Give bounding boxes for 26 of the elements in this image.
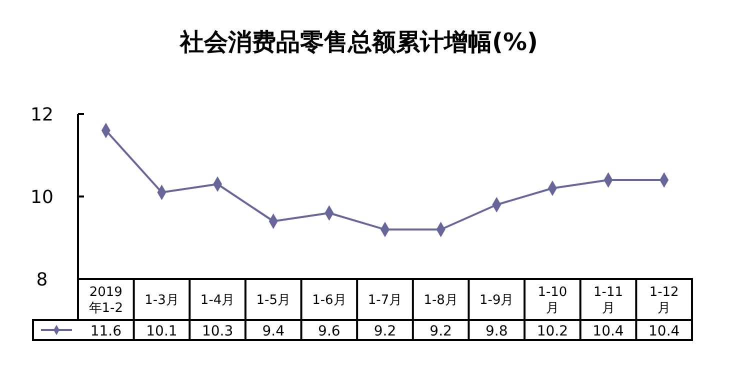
data-label: 9.4 bbox=[262, 323, 285, 340]
y-tick-label: 12 bbox=[30, 104, 54, 126]
x-tick-label: 1-10月 bbox=[538, 285, 568, 316]
y-tick-label: 8 bbox=[36, 269, 48, 290]
x-tick-label: 1-6月 bbox=[312, 293, 346, 308]
x-tick-label: 1-4月 bbox=[200, 293, 235, 308]
data-label: 10.2 bbox=[536, 323, 568, 340]
x-tick-label: 1-8月 bbox=[424, 293, 458, 308]
data-label: 9.6 bbox=[318, 323, 340, 340]
data-label: 10.4 bbox=[592, 323, 624, 340]
data-label: 9.8 bbox=[486, 323, 508, 340]
chart-title: 社会消费品零售总额累计增幅(%) bbox=[179, 28, 538, 56]
x-tick-label: 1-12月 bbox=[649, 285, 679, 316]
data-label: 9.2 bbox=[374, 323, 396, 340]
data-label: 9.2 bbox=[430, 323, 452, 340]
x-tick-label: 1-3月 bbox=[144, 293, 179, 308]
data-label: 11.6 bbox=[90, 323, 122, 340]
data-label: 10.3 bbox=[202, 323, 234, 340]
x-tick-label: 1-5月 bbox=[256, 293, 290, 308]
y-tick-label: 10 bbox=[30, 186, 54, 208]
x-tick-label: 1-11月 bbox=[594, 285, 624, 316]
data-label: 10.1 bbox=[146, 323, 178, 340]
data-label: 10.4 bbox=[648, 323, 680, 340]
x-tick-label: 2019年1-2 bbox=[88, 285, 124, 316]
x-tick-label: 1-9月 bbox=[480, 293, 514, 308]
x-tick-label: 1-7月 bbox=[368, 293, 402, 308]
